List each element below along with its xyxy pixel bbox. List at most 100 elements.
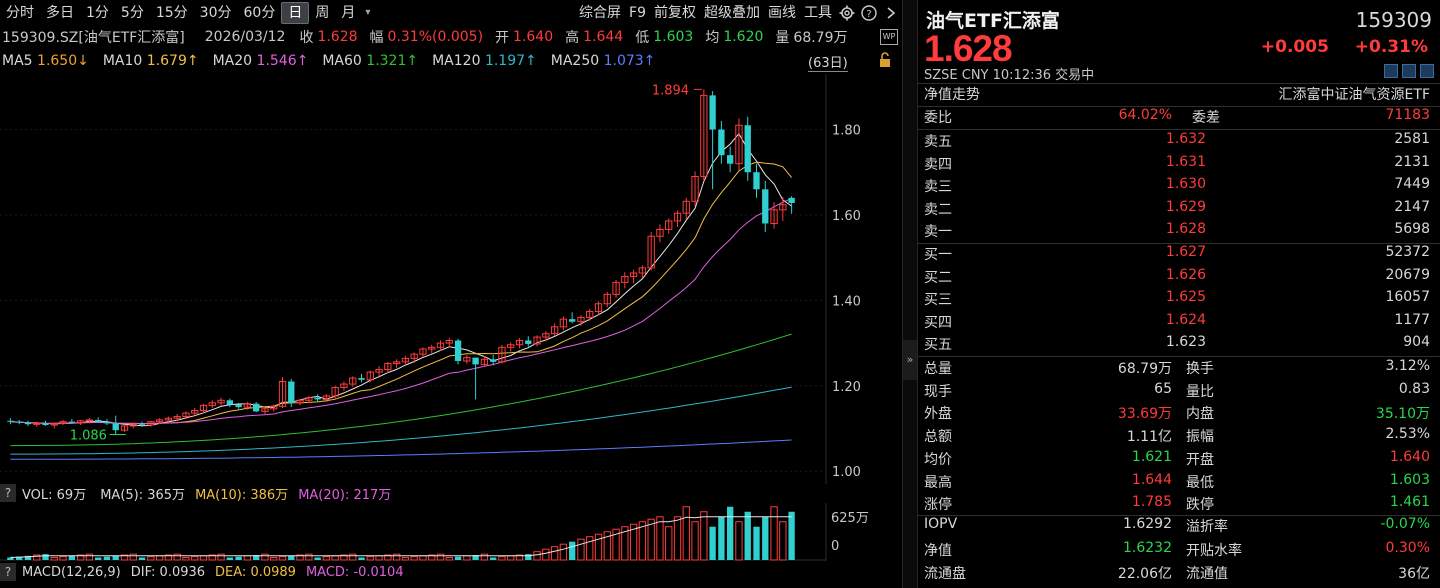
- candle-body: [533, 336, 541, 345]
- bid-level-row[interactable]: 买五 1.623 904: [924, 334, 1434, 356]
- volume-bar: [261, 553, 269, 561]
- bid-level-row[interactable]: 买三 1.625 16057: [924, 289, 1434, 311]
- bid-level-row[interactable]: 买一 1.627 52372: [924, 244, 1434, 266]
- settings-icon[interactable]: [1420, 64, 1434, 78]
- expand-icon[interactable]: [1402, 64, 1416, 78]
- ask-volume: 2147: [1394, 198, 1430, 215]
- etf-extra-row[interactable]: IOPV 1.6292 溢折率 -0.07%: [924, 516, 1434, 538]
- bid-level-row[interactable]: 买二 1.626 20679: [924, 267, 1434, 289]
- period-tab-day[interactable]: 日: [281, 2, 310, 24]
- volume-bar: [445, 557, 453, 561]
- bid-level-row[interactable]: 买四 1.624 1177: [924, 312, 1434, 334]
- low-annotation: 1.086: [70, 428, 107, 443]
- ask-price: 1.628: [1165, 221, 1206, 237]
- period-tab-month[interactable]: 月: [341, 5, 356, 21]
- stat-row[interactable]: 涨停 1.785 跌停 1.461: [924, 494, 1434, 516]
- volume-bar: [129, 553, 137, 561]
- ask-level-row[interactable]: 卖三 1.630 7449: [924, 176, 1434, 198]
- candle-body: [182, 412, 190, 418]
- period-tab-week[interactable]: 周: [315, 5, 330, 21]
- gear-icon[interactable]: [836, 2, 858, 24]
- macd-help-icon[interactable]: ?: [0, 563, 16, 581]
- composite-screen-button[interactable]: 综合屏: [579, 5, 622, 21]
- stat-value-2: 2.53%: [1385, 426, 1430, 443]
- kline-chart[interactable]: 1.80 1.60 1.40 1.20 1.00 1.894 1.086: [0, 74, 902, 484]
- volume-bar: [305, 553, 313, 561]
- ask-level-row[interactable]: 卖一 1.628 5698: [924, 221, 1434, 243]
- period-tab-30min[interactable]: 30分: [199, 5, 232, 21]
- ask-level-row[interactable]: 卖四 1.631 2131: [924, 154, 1434, 176]
- chevron-right-icon[interactable]: [880, 2, 902, 24]
- volume-bar: [33, 554, 41, 561]
- stat-label-2: 量比: [1186, 383, 1214, 400]
- edit-icon[interactable]: [1384, 64, 1398, 78]
- nav-title[interactable]: 净值走势: [924, 87, 980, 103]
- market-status: SZSE CNY 10:12:36 交易中: [924, 68, 1095, 83]
- volume-bar: [322, 556, 331, 561]
- stat-row[interactable]: 总量 68.79万 换手 3.12%: [924, 358, 1434, 380]
- high-value: 1.644: [583, 29, 624, 45]
- candle-body: [138, 424, 146, 426]
- period-tab-multiday[interactable]: 多日: [46, 5, 74, 21]
- candle-body: [392, 361, 401, 365]
- candle-body: [419, 348, 427, 355]
- price-axis-labels: 1.80 1.60 1.40 1.20 1.00: [832, 124, 861, 481]
- volume-chart[interactable]: [0, 503, 902, 561]
- super-overlay-button[interactable]: 超级叠加: [704, 5, 760, 21]
- ma250-label: MA250: [550, 53, 600, 69]
- period-tab-15min[interactable]: 15分: [155, 5, 188, 21]
- candle-body: [507, 344, 515, 348]
- stat-row[interactable]: 现手 65 量比 0.83: [924, 381, 1434, 403]
- lock-icon[interactable]: [878, 52, 892, 72]
- candle-body: [603, 293, 611, 305]
- stat-row[interactable]: 外盘 33.69万 内盘 35.10万: [924, 403, 1434, 425]
- candle-body: [454, 340, 462, 361]
- period-tab-5min[interactable]: 5分: [120, 5, 144, 21]
- period-tab-1min[interactable]: 1分: [86, 5, 109, 21]
- help-icon[interactable]: ?: [858, 2, 880, 24]
- stat-row[interactable]: 总额 1.11亿 振幅 2.53%: [924, 426, 1434, 448]
- ask-level-row[interactable]: 卖二 1.629 2147: [924, 199, 1434, 221]
- divider: [918, 356, 1440, 357]
- volume-bar: [762, 516, 769, 560]
- ask-volume: 5698: [1394, 221, 1430, 237]
- etf-extra-row[interactable]: 流通盘 22.06亿 流通值 36亿: [924, 563, 1434, 585]
- divider: [918, 243, 1440, 244]
- period-tab-60min[interactable]: 60分: [243, 5, 276, 21]
- stat-row[interactable]: 均价 1.621 开盘 1.640: [924, 449, 1434, 471]
- volume-bar: [191, 556, 199, 561]
- forward-adjust-button[interactable]: 前复权: [654, 5, 696, 21]
- tools-button[interactable]: 工具: [804, 5, 832, 21]
- volume-bar: [384, 554, 392, 561]
- candle-body: [217, 399, 225, 404]
- nav-title-row[interactable]: 净值走势 汇添富中证油气资源ETF: [924, 84, 1434, 106]
- stock-name: 油气ETF汇添富: [926, 10, 1060, 32]
- ask-level-row[interactable]: 卖五 1.632 2581: [924, 131, 1434, 153]
- collapse-panel-button[interactable]: »: [903, 340, 917, 380]
- volume-bar: [85, 553, 94, 561]
- stat-row[interactable]: 最高 1.644 最低 1.603: [924, 472, 1434, 494]
- volume-bar: [270, 557, 278, 561]
- etf-extra-row[interactable]: 净值 1.6232 开贴水率 0.30%: [924, 540, 1434, 562]
- volume-bar: [559, 543, 568, 561]
- draw-line-button[interactable]: 画线: [768, 5, 796, 21]
- candle-body: [155, 419, 164, 423]
- ask-level-label: 卖二: [924, 201, 952, 218]
- price-tick-label: 1.80: [832, 124, 861, 139]
- period-more-dropdown[interactable]: ▾: [365, 7, 371, 18]
- price-annotations: 1.894 1.086: [70, 83, 702, 443]
- volume-bar: [727, 506, 734, 560]
- f9-button[interactable]: F9: [629, 5, 646, 21]
- period-tab-fenshi[interactable]: 分时: [6, 5, 34, 21]
- candle-body: [42, 423, 49, 426]
- days-count[interactable]: (63日): [808, 52, 848, 72]
- bid-price: 1.627: [1165, 244, 1206, 260]
- volume-bar: [753, 526, 760, 560]
- candle-body: [727, 155, 734, 164]
- bid-level-label: 买一: [924, 247, 952, 263]
- wp-badge-icon[interactable]: WP: [880, 29, 898, 45]
- volume-help-icon[interactable]: ?: [0, 484, 16, 502]
- stat-value-2: 1.461: [1389, 494, 1430, 511]
- candle-body: [173, 416, 181, 419]
- ask-price: 1.631: [1165, 153, 1206, 170]
